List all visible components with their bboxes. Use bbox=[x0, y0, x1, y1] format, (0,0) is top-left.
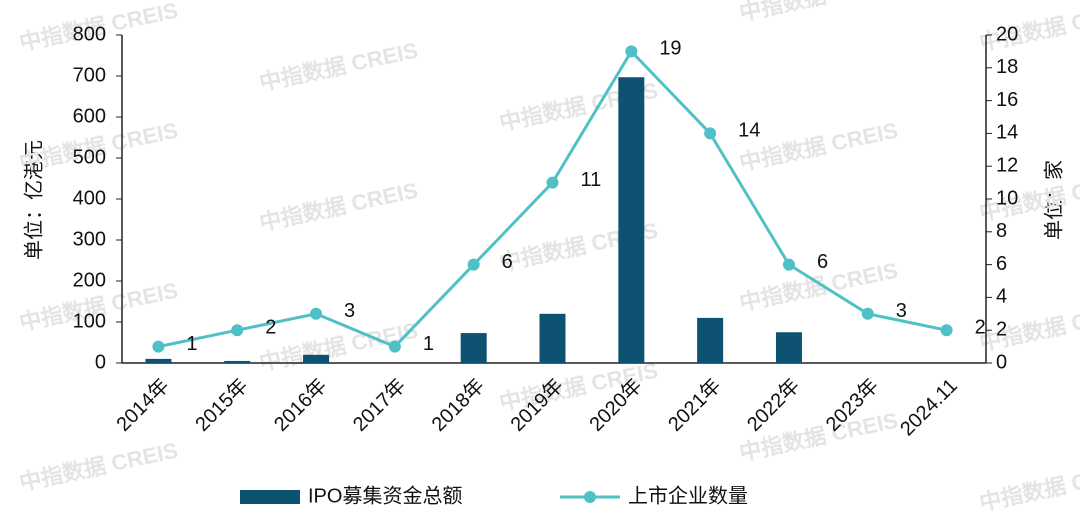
watermark: 中指数据 CREIS bbox=[977, 0, 1080, 56]
bar bbox=[460, 333, 487, 363]
y-tick-label: 200 bbox=[73, 269, 106, 291]
line-marker bbox=[782, 258, 795, 271]
y2-tick-label: 20 bbox=[996, 23, 1018, 45]
x-tick-label: 2015年 bbox=[191, 374, 253, 436]
data-label: 2 bbox=[975, 316, 986, 338]
bar bbox=[303, 354, 330, 363]
line-marker bbox=[546, 176, 559, 189]
data-label: 19 bbox=[659, 38, 681, 60]
data-label: 1 bbox=[186, 333, 197, 355]
line-marker bbox=[467, 258, 480, 271]
legend-label: 上市企业数量 bbox=[628, 484, 748, 507]
y-tick-label: 400 bbox=[73, 187, 106, 209]
y-axis-title: 单位：亿港元 bbox=[22, 140, 45, 260]
y-tick-label: 100 bbox=[73, 310, 106, 332]
data-label: 14 bbox=[738, 120, 760, 142]
legend-marker bbox=[584, 491, 596, 503]
line-marker bbox=[310, 307, 323, 320]
y2-tick-label: 4 bbox=[996, 286, 1007, 308]
legend-label: IPO募集资金总额 bbox=[308, 484, 462, 507]
watermark: 中指数据 CREIS bbox=[257, 178, 420, 236]
watermark: 中指数据 CREIS bbox=[977, 298, 1080, 356]
bar bbox=[539, 313, 566, 363]
data-label: 3 bbox=[344, 300, 355, 322]
y-tick-label: 0 bbox=[95, 351, 106, 373]
bar bbox=[618, 77, 645, 363]
bar bbox=[775, 332, 802, 363]
y2-axis-title: 单位：家 bbox=[1042, 160, 1065, 240]
y2-tick-label: 0 bbox=[996, 351, 1007, 373]
y-tick-label: 700 bbox=[73, 64, 106, 86]
legend-swatch bbox=[240, 490, 300, 504]
y2-tick-label: 16 bbox=[996, 89, 1018, 111]
watermark: 中指数据 CREIS bbox=[977, 458, 1080, 516]
y2-tick-label: 12 bbox=[996, 154, 1018, 176]
line-marker bbox=[388, 340, 401, 353]
y2-tick-label: 18 bbox=[996, 56, 1018, 78]
y2-tick-label: 8 bbox=[996, 220, 1007, 242]
data-label: 3 bbox=[896, 300, 907, 322]
line-marker bbox=[704, 127, 717, 140]
watermark: 中指数据 CREIS bbox=[17, 438, 180, 496]
x-tick-label: 2024.11 bbox=[896, 375, 962, 441]
data-label: 11 bbox=[581, 169, 602, 191]
y2-tick-label: 14 bbox=[996, 122, 1018, 144]
watermark: 中指数据 CREIS bbox=[737, 0, 900, 26]
bar bbox=[224, 360, 251, 363]
x-tick-label: 2022年 bbox=[742, 374, 804, 436]
bar bbox=[697, 317, 724, 363]
line-marker bbox=[152, 340, 165, 353]
x-tick-label: 2021年 bbox=[664, 374, 726, 436]
line bbox=[158, 48, 947, 349]
y2-tick-label: 10 bbox=[996, 187, 1018, 209]
y-tick-label: 500 bbox=[73, 146, 106, 168]
bar bbox=[145, 358, 172, 363]
line-marker bbox=[231, 324, 244, 337]
y-tick-label: 800 bbox=[73, 23, 106, 45]
data-label: 2 bbox=[265, 316, 276, 338]
watermark: 中指数据 CREIS bbox=[737, 118, 900, 176]
line-marker bbox=[625, 45, 638, 58]
watermark: 中指数据 CREIS bbox=[257, 38, 420, 96]
x-tick-label: 2016年 bbox=[269, 374, 331, 436]
line-marker bbox=[861, 307, 874, 320]
data-label: 6 bbox=[817, 251, 828, 273]
y2-tick-label: 2 bbox=[996, 318, 1007, 340]
x-tick-label: 2018年 bbox=[427, 374, 489, 436]
data-label: 1 bbox=[423, 333, 434, 355]
x-tick-label: 2014年 bbox=[112, 374, 174, 436]
data-label: 6 bbox=[502, 251, 513, 273]
y-tick-label: 600 bbox=[73, 105, 106, 127]
line-marker bbox=[940, 324, 953, 337]
y2-tick-label: 6 bbox=[996, 253, 1007, 275]
x-tick-label: 2017年 bbox=[348, 374, 410, 436]
y-tick-label: 300 bbox=[73, 228, 106, 250]
